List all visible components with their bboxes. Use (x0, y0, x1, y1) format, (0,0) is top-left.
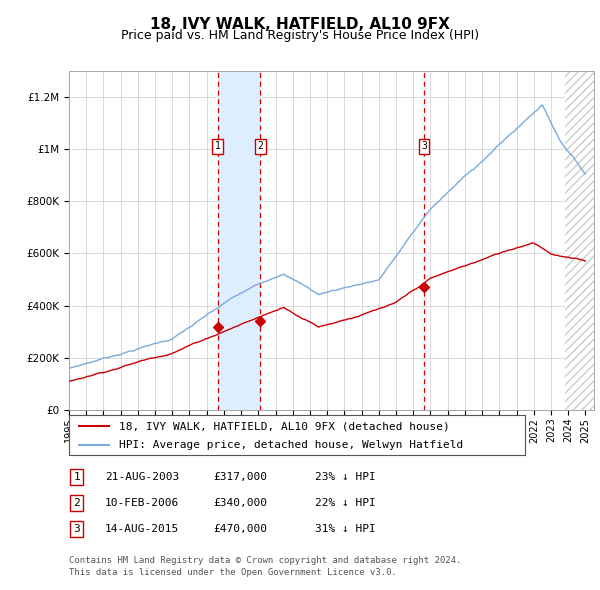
Text: 3: 3 (421, 142, 427, 152)
Text: 2: 2 (73, 498, 80, 507)
Text: 18, IVY WALK, HATFIELD, AL10 9FX: 18, IVY WALK, HATFIELD, AL10 9FX (150, 17, 450, 31)
Text: 14-AUG-2015: 14-AUG-2015 (105, 524, 179, 533)
Text: 31% ↓ HPI: 31% ↓ HPI (315, 524, 376, 533)
Text: 22% ↓ HPI: 22% ↓ HPI (315, 498, 376, 507)
Text: 1: 1 (73, 472, 80, 481)
Text: 23% ↓ HPI: 23% ↓ HPI (315, 472, 376, 481)
Text: Price paid vs. HM Land Registry's House Price Index (HPI): Price paid vs. HM Land Registry's House … (121, 30, 479, 42)
Text: HPI: Average price, detached house, Welwyn Hatfield: HPI: Average price, detached house, Welw… (119, 440, 463, 450)
Text: 21-AUG-2003: 21-AUG-2003 (105, 472, 179, 481)
Text: £317,000: £317,000 (213, 472, 267, 481)
Text: 18, IVY WALK, HATFIELD, AL10 9FX (detached house): 18, IVY WALK, HATFIELD, AL10 9FX (detach… (119, 421, 450, 431)
Text: £470,000: £470,000 (213, 524, 267, 533)
Text: 2: 2 (257, 142, 263, 152)
Text: 1: 1 (215, 142, 221, 152)
Text: 3: 3 (73, 524, 80, 533)
Text: 10-FEB-2006: 10-FEB-2006 (105, 498, 179, 507)
Text: Contains HM Land Registry data © Crown copyright and database right 2024.: Contains HM Land Registry data © Crown c… (69, 556, 461, 565)
Text: This data is licensed under the Open Government Licence v3.0.: This data is licensed under the Open Gov… (69, 568, 397, 577)
Text: £340,000: £340,000 (213, 498, 267, 507)
Bar (218, 71, 260, 410)
